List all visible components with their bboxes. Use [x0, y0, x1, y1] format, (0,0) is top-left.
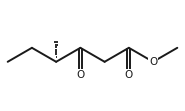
Text: O: O — [149, 57, 157, 67]
Text: O: O — [76, 70, 85, 80]
Text: O: O — [125, 70, 133, 80]
